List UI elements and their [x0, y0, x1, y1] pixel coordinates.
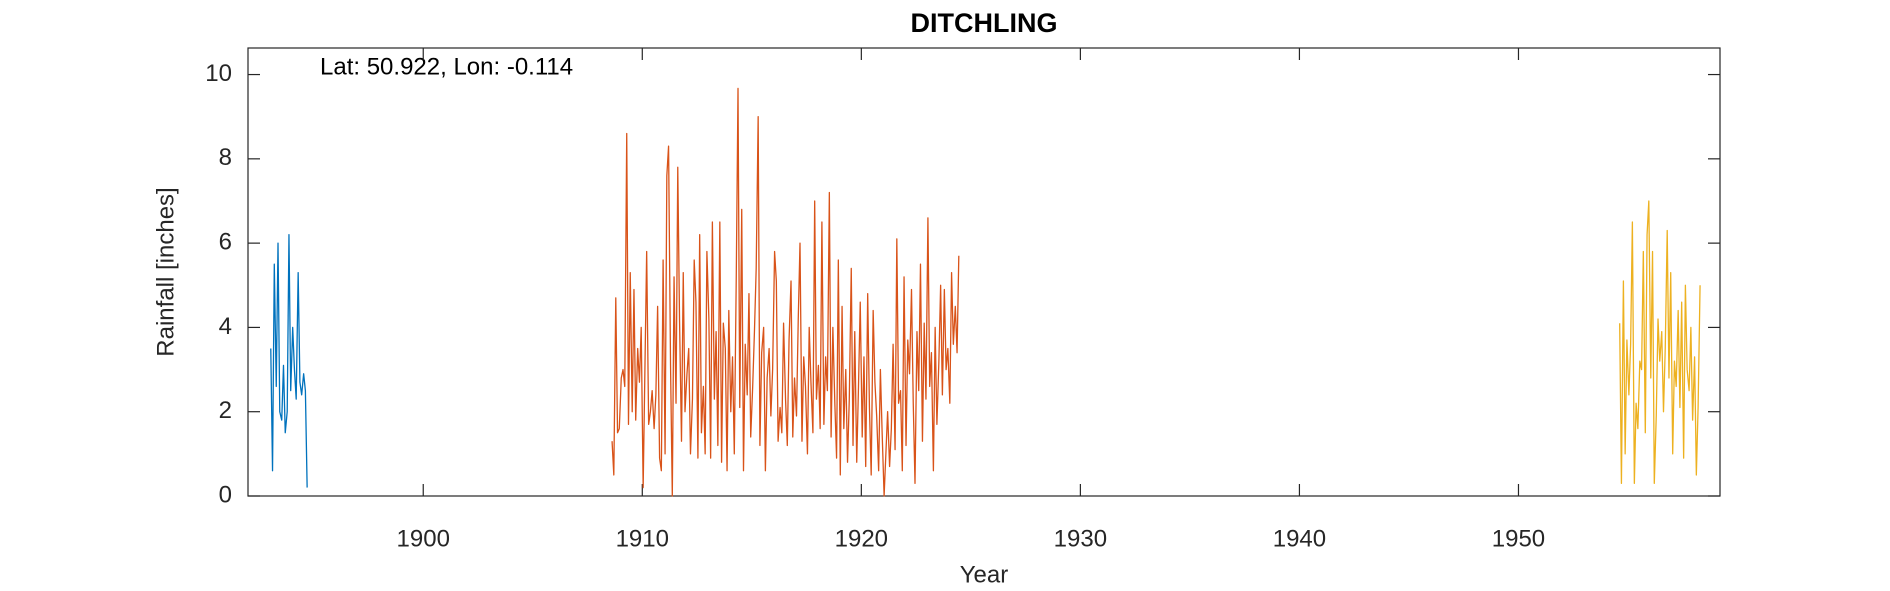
y-tick-label: 2	[219, 397, 232, 424]
x-tick-label: 1950	[1492, 525, 1545, 552]
x-tick-label: 1930	[1054, 525, 1107, 552]
data-line	[270, 234, 308, 488]
y-tick-label: 4	[219, 313, 232, 340]
x-tick-label: 1900	[397, 525, 450, 552]
x-tick-label: 1920	[835, 525, 888, 552]
y-axis-label: Rainfall [inches]	[152, 187, 179, 356]
x-tick-label: 1940	[1273, 525, 1326, 552]
chart-title: DITCHLING	[911, 8, 1058, 38]
y-tick-label: 10	[205, 60, 232, 87]
x-axis-label: Year	[960, 561, 1009, 588]
data-line	[1619, 200, 1701, 485]
annotation: Lat: 50.922, Lon: -0.114	[320, 53, 573, 80]
data-line	[611, 87, 960, 497]
y-tick-label: 0	[219, 481, 232, 508]
x-tick-label: 1910	[616, 525, 669, 552]
axes-box	[247, 47, 1721, 497]
y-tick-label: 8	[219, 144, 232, 171]
y-tick-label: 6	[219, 228, 232, 255]
